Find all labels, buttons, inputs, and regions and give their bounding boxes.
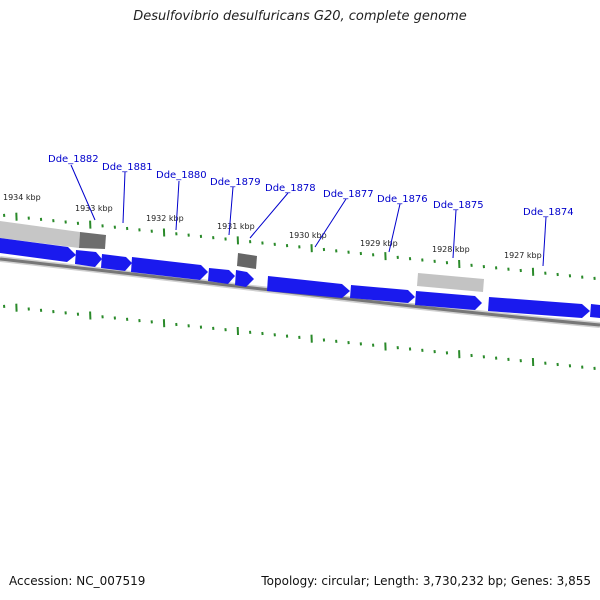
kbp-label: 1932 kbp bbox=[146, 214, 184, 223]
inner-tick-ring bbox=[3, 303, 596, 370]
gene-label[interactable]: Dde_1876 bbox=[377, 194, 428, 205]
gene-arrow[interactable] bbox=[415, 291, 482, 310]
kbp-label: 1927 kbp bbox=[504, 251, 542, 260]
map-title: Desulfovibrio desulfuricans G20, complet… bbox=[133, 9, 467, 24]
kbp-label: 1931 kbp bbox=[217, 222, 255, 231]
leader-line bbox=[388, 203, 401, 253]
gene-labels: Dde_1882 Dde_1881 Dde_1880 Dde_1879 Dde_… bbox=[48, 154, 574, 218]
gene-arrow[interactable] bbox=[0, 238, 76, 262]
gene-label[interactable]: Dde_1878 bbox=[265, 183, 316, 194]
gene-arrow[interactable] bbox=[208, 268, 235, 284]
gene-arrow[interactable] bbox=[267, 276, 350, 298]
leader-line bbox=[228, 186, 234, 236]
accession-text: Accession: NC_007519 bbox=[9, 574, 146, 588]
leader-line bbox=[314, 198, 347, 248]
gene-label[interactable]: Dde_1882 bbox=[48, 154, 99, 165]
leader-line bbox=[122, 171, 126, 224]
kbp-label: 1933 kbp bbox=[75, 204, 113, 213]
gene-label[interactable]: Dde_1877 bbox=[323, 189, 374, 200]
feature-box-light-right bbox=[417, 273, 484, 292]
genome-summary-text: Topology: circular; Length: 3,730,232 bp… bbox=[261, 574, 591, 588]
gene-arrow[interactable] bbox=[101, 254, 132, 271]
leader-line bbox=[175, 180, 180, 231]
leader-line bbox=[70, 164, 96, 221]
gene-arrow[interactable] bbox=[590, 304, 600, 318]
gene-arrow[interactable] bbox=[131, 257, 208, 280]
kbp-label: 1934 kbp bbox=[3, 193, 41, 202]
leader-line bbox=[542, 216, 547, 267]
gene-label[interactable]: Dde_1875 bbox=[433, 200, 484, 211]
gene-arrow[interactable] bbox=[350, 285, 415, 303]
gene-arrows bbox=[0, 238, 600, 318]
outer-tick-ring bbox=[3, 212, 596, 280]
kbp-labels: 1934 kbp 1933 kbp 1932 kbp 1931 kbp 1930… bbox=[3, 193, 542, 260]
feature-box-dark-left bbox=[79, 232, 106, 249]
gene-label[interactable]: Dde_1874 bbox=[523, 207, 574, 218]
leader-line bbox=[249, 192, 289, 239]
gene-label[interactable]: Dde_1879 bbox=[210, 177, 261, 188]
feature-box-dark-mid bbox=[237, 253, 257, 269]
gene-arrow[interactable] bbox=[235, 270, 254, 287]
gene-arrow[interactable] bbox=[75, 250, 102, 267]
leader-line bbox=[452, 209, 457, 259]
gene-label[interactable]: Dde_1880 bbox=[156, 170, 207, 181]
kbp-label: 1930 kbp bbox=[289, 231, 327, 240]
feature-box-light-left bbox=[0, 221, 80, 248]
gene-label[interactable]: Dde_1881 bbox=[102, 162, 153, 173]
gene-arrow[interactable] bbox=[488, 297, 590, 318]
kbp-label: 1928 kbp bbox=[432, 245, 470, 254]
gene-label-leaders bbox=[70, 164, 547, 267]
kbp-label: 1929 kbp bbox=[360, 239, 398, 248]
